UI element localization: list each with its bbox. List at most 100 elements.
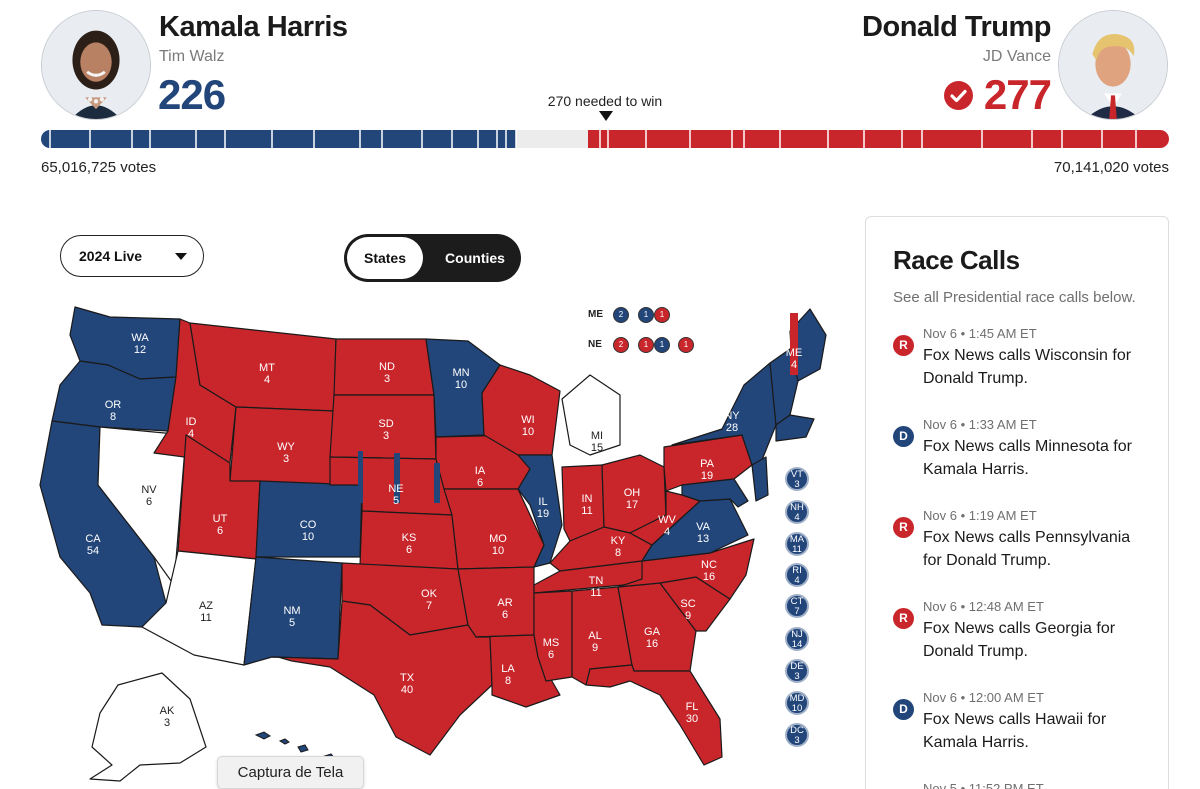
state-electoral-votes: 19 xyxy=(700,470,714,482)
state-abbr: OR xyxy=(104,399,122,411)
state-electoral-votes: 13 xyxy=(696,533,710,545)
race-call-text: Fox News calls Pennsylvania for Donald T… xyxy=(923,529,1131,569)
state-abbr: RI xyxy=(792,565,802,576)
state-electoral-votes: 19 xyxy=(536,508,550,520)
state-nj[interactable] xyxy=(751,456,769,502)
harris-avatar xyxy=(41,10,151,120)
ne-district-dot[interactable]: 1 xyxy=(654,337,670,353)
trump-name: Donald Trump xyxy=(862,11,1051,43)
state-tx[interactable] xyxy=(271,600,493,756)
state-pill-dc[interactable]: DC 3 xyxy=(785,723,809,747)
me-district-dot[interactable]: 2 xyxy=(613,307,629,323)
state-label-fl: FL 30 xyxy=(672,701,712,725)
bar-divider xyxy=(131,130,133,148)
state-electoral-votes: 4 xyxy=(663,526,671,538)
state-label-id: ID 4 xyxy=(171,416,211,440)
state-label-oh: OH 17 xyxy=(612,487,652,511)
state-electoral-votes: 3 xyxy=(382,430,390,442)
state-electoral-votes: 6 xyxy=(476,477,484,489)
bar-divider xyxy=(689,130,691,148)
toggle-counties[interactable]: Counties xyxy=(445,250,505,266)
state-abbr: GA xyxy=(644,626,660,638)
bar-divider xyxy=(195,130,197,148)
trump-avatar xyxy=(1058,10,1168,120)
state-mi[interactable] xyxy=(561,374,621,456)
state-label-pa: PA 19 xyxy=(687,458,727,482)
state-abbr: MT xyxy=(259,362,275,374)
state-electoral-votes: 16 xyxy=(645,638,659,650)
race-call-time: Nov 6 • 1:19 AM ET xyxy=(923,508,1037,523)
bar-divider xyxy=(515,130,517,148)
state-label-sd: SD 3 xyxy=(366,418,406,442)
state-pill-nh[interactable]: NH 4 xyxy=(785,500,809,524)
state-ak[interactable] xyxy=(89,672,207,782)
state-label-mo: MO 10 xyxy=(478,533,518,557)
state-il[interactable] xyxy=(517,454,563,568)
ne-district-dot[interactable]: 2 xyxy=(613,337,629,353)
state-abbr: ME xyxy=(785,347,803,359)
us-electoral-map[interactable]: WA 12 OR 8 CA 54 NV 6 ID 4 MT 4 WY 3 UT 6 AZ 11 CO 10 NM 5 ND 3… xyxy=(30,295,860,789)
state-electoral-votes: 8 xyxy=(109,411,117,423)
state-electoral-votes: 3 xyxy=(794,671,800,682)
state-abbr: AZ xyxy=(198,600,214,612)
state-abbr: SD xyxy=(378,418,394,430)
state-label-mn: MN 10 xyxy=(441,367,481,391)
state-abbr: MO xyxy=(489,533,507,545)
screenshot-tooltip: Captura de Tela xyxy=(217,756,364,789)
me-district-dot[interactable]: 1 xyxy=(654,307,670,323)
bar-divider xyxy=(477,130,479,148)
rep-badge-icon: R xyxy=(893,335,914,356)
state-electoral-votes: 5 xyxy=(392,495,400,507)
state-label-ks: KS 6 xyxy=(389,532,429,556)
map-view-toggle[interactable]: States Counties xyxy=(344,234,521,282)
state-nc[interactable] xyxy=(617,538,755,600)
bar-divider xyxy=(981,130,983,148)
state-abbr: OK xyxy=(421,588,437,600)
state-abbr: ND xyxy=(379,361,395,373)
state-electoral-votes: 4 xyxy=(794,575,800,586)
toggle-states[interactable]: States xyxy=(347,237,423,279)
state-abbr: WY xyxy=(277,441,295,453)
state-pa[interactable] xyxy=(663,434,753,492)
state-md[interactable] xyxy=(681,478,749,508)
state-ne-ma[interactable] xyxy=(775,414,815,442)
ne-district-dot[interactable]: 1 xyxy=(638,337,654,353)
bar-divider xyxy=(863,130,865,148)
me-district-dot[interactable]: 1 xyxy=(638,307,654,323)
state-label-ak: AK 3 xyxy=(147,705,187,729)
bar-divider xyxy=(1031,130,1033,148)
state-pill-vt[interactable]: VT 3 xyxy=(785,467,809,491)
ne-district-dot[interactable]: 1 xyxy=(678,337,694,353)
state-pill-ct[interactable]: CT 7 xyxy=(785,594,809,618)
state-abbr: NE xyxy=(388,483,404,495)
year-dropdown[interactable]: 2024 Live xyxy=(60,235,204,277)
state-pill-ma[interactable]: MA 11 xyxy=(785,532,809,556)
state-pill-ri[interactable]: RI 4 xyxy=(785,563,809,587)
bar-divider xyxy=(645,130,647,148)
state-electoral-votes: 12 xyxy=(133,344,147,356)
state-abbr: DE xyxy=(790,661,804,672)
state-abbr: MS xyxy=(542,637,560,649)
state-label-va: VA 13 xyxy=(683,521,723,545)
state-abbr: IN xyxy=(581,493,593,505)
bar-divider xyxy=(607,130,609,148)
state-abbr: KY xyxy=(610,535,626,547)
state-abbr: WA xyxy=(131,332,149,344)
bar-divider xyxy=(313,130,315,148)
state-electoral-votes: 6 xyxy=(405,544,413,556)
state-abbr: KS xyxy=(401,532,417,544)
state-wi[interactable] xyxy=(481,364,561,456)
rep-badge-icon: R xyxy=(893,517,914,538)
state-pill-md[interactable]: MD 10 xyxy=(785,691,809,715)
state-pill-de[interactable]: DE 3 xyxy=(785,659,809,683)
bar-divider xyxy=(901,130,903,148)
state-electoral-votes: 7 xyxy=(425,600,433,612)
state-electoral-votes: 6 xyxy=(547,649,555,661)
state-pill-nj[interactable]: NJ 14 xyxy=(785,627,809,651)
state-fl[interactable] xyxy=(585,664,723,766)
state-electoral-votes: 8 xyxy=(614,547,622,559)
state-electoral-votes: 15 xyxy=(590,442,604,454)
state-abbr: TX xyxy=(399,672,415,684)
state-electoral-votes: 10 xyxy=(491,545,505,557)
state-abbr: VT xyxy=(790,469,804,480)
